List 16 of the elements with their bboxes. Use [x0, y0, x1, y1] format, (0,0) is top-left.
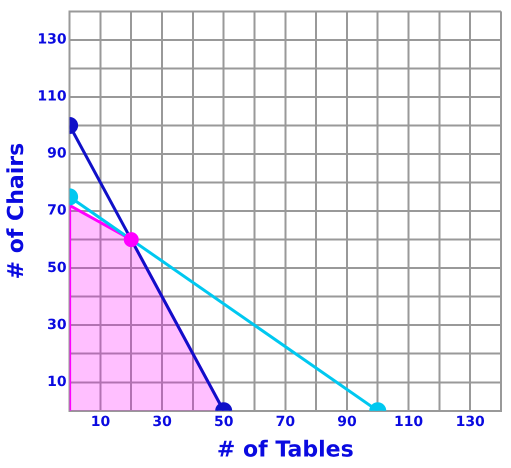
x-tick-label: 50	[214, 414, 234, 430]
x-tick-label: 30	[152, 414, 172, 430]
y-axis-title: # of Chairs	[4, 142, 29, 280]
x-tick-label: 90	[337, 414, 357, 430]
y-tick-label: 10	[47, 374, 67, 390]
y-tick-label: 110	[37, 88, 67, 105]
y-tick-label: 30	[47, 316, 67, 333]
y-tick-label: 130	[37, 32, 67, 48]
x-tick-label: 10	[90, 414, 110, 430]
x-tick-label: 70	[276, 414, 296, 430]
x-tick-label: 130	[456, 414, 486, 430]
x-axis-title: # of Tables	[216, 438, 354, 463]
y-tick-label: 70	[47, 202, 67, 219]
y-tick-label: 50	[47, 260, 67, 276]
x-tick-label: 110	[394, 414, 424, 430]
y-tick-label: 90	[47, 146, 67, 162]
